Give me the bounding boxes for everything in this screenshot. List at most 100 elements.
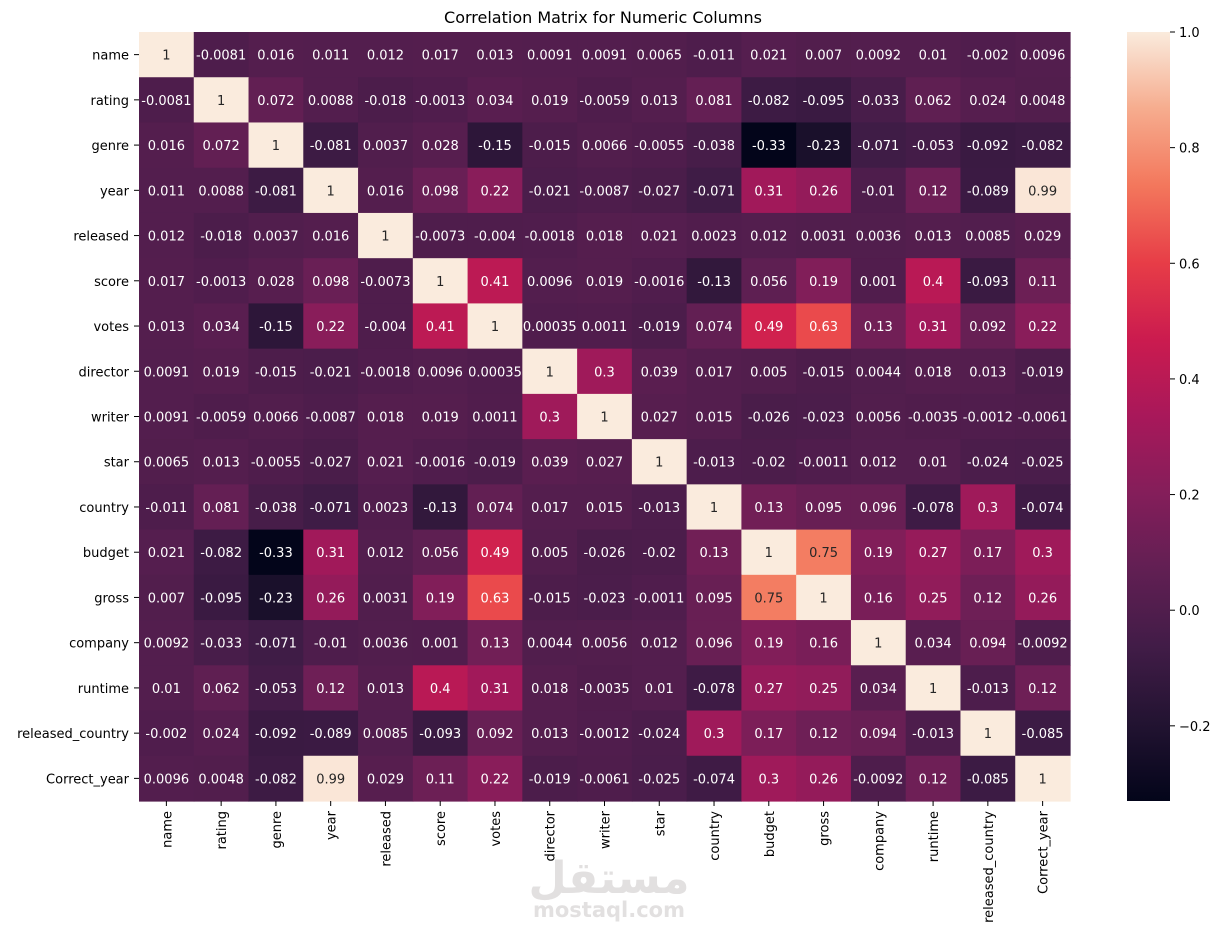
heatmap-cell xyxy=(358,167,414,214)
heatmap-cell xyxy=(631,167,688,214)
heatmap-cell xyxy=(193,574,250,621)
heatmap-cell xyxy=(850,529,907,576)
heatmap-cell-label: 0.016 xyxy=(257,49,294,64)
heatmap-cell xyxy=(248,348,304,395)
heatmap-cell-label: 0.011 xyxy=(312,49,349,64)
heatmap-cell-label: 0.01 xyxy=(152,682,181,697)
x-tick-label: gross xyxy=(818,811,833,846)
x-tick-label: rating xyxy=(215,811,230,850)
heatmap-cell-label: -0.078 xyxy=(693,682,735,697)
heatmap-cell-label: 0.019 xyxy=(422,411,459,426)
heatmap-cell xyxy=(960,212,1016,259)
heatmap-cell-label: 0.75 xyxy=(809,546,838,561)
heatmap-cell xyxy=(741,574,797,621)
heatmap-cell-label: 0.072 xyxy=(203,139,240,154)
heatmap-cell xyxy=(631,755,688,802)
heatmap-cell xyxy=(796,439,852,485)
heatmap-cell-label: 0.0023 xyxy=(691,230,737,245)
heatmap-cell-label: 0.019 xyxy=(203,365,240,380)
heatmap-cell-label: -0.0018 xyxy=(525,230,575,245)
heatmap-cell-label: -0.004 xyxy=(364,320,406,335)
watermark: مستقل mostaql.com xyxy=(529,853,690,922)
heatmap-cell-label: 0.0092 xyxy=(856,49,902,64)
heatmap-cell xyxy=(248,77,304,124)
heatmap-cell-label: 0.034 xyxy=(914,637,951,652)
heatmap-cell xyxy=(631,77,688,124)
heatmap-cell xyxy=(631,529,688,576)
x-tick-label: released_country xyxy=(982,811,997,923)
heatmap-cell xyxy=(467,710,523,757)
heatmap-cell xyxy=(905,620,962,666)
heatmap-cell xyxy=(467,393,523,440)
heatmap-cell-label: 0.4 xyxy=(430,682,451,697)
heatmap-cell-label: 0.17 xyxy=(754,727,783,742)
y-tick-label: country xyxy=(79,501,129,516)
heatmap-cell-label: 0.007 xyxy=(805,49,842,64)
heatmap-cell-label: 0.095 xyxy=(805,501,842,516)
heatmap-cell xyxy=(850,77,907,124)
heatmap-cell xyxy=(1015,122,1071,169)
y-tick-label: runtime xyxy=(78,682,129,697)
heatmap-cell xyxy=(303,348,359,395)
heatmap-cell-label: 0.0011 xyxy=(472,411,518,426)
heatmap-cell-label: 0.092 xyxy=(969,320,1006,335)
heatmap-cell xyxy=(960,755,1016,802)
x-tick-label: director xyxy=(544,810,559,861)
heatmap-cell xyxy=(139,665,195,712)
heatmap-cell xyxy=(960,665,1016,712)
heatmap-cell-label: -0.0011 xyxy=(798,456,848,471)
heatmap-cell-label: -0.024 xyxy=(967,456,1009,471)
heatmap-cell xyxy=(960,167,1016,214)
heatmap-cell-label: 0.062 xyxy=(914,94,951,109)
heatmap-cell xyxy=(960,439,1016,485)
heatmap-cell-label: 0.22 xyxy=(480,772,509,787)
heatmap-cell xyxy=(303,529,359,576)
heatmap-cell-label: 0.017 xyxy=(531,501,568,516)
heatmap-cell-label: 0.13 xyxy=(864,320,893,335)
heatmap-cell-label: -0.021 xyxy=(529,184,571,199)
heatmap-cell xyxy=(358,303,414,350)
heatmap-cell-label: 0.012 xyxy=(641,637,678,652)
heatmap-cell xyxy=(850,122,907,169)
heatmap-cell xyxy=(686,574,743,621)
watermark-latin: mostaql.com xyxy=(533,898,685,922)
heatmap-cell xyxy=(467,77,523,124)
heatmap-cell-label: -0.0061 xyxy=(579,772,629,787)
heatmap-cell-label: -0.071 xyxy=(310,501,352,516)
heatmap-cell-label: 0.015 xyxy=(586,501,623,516)
x-tick-label: company xyxy=(872,811,887,871)
heatmap-cell-label: -0.085 xyxy=(1022,727,1064,742)
heatmap-cell xyxy=(193,258,250,305)
heatmap-cell xyxy=(303,755,359,802)
heatmap-cell-label: -0.013 xyxy=(693,456,735,471)
heatmap-cell xyxy=(358,393,414,440)
heatmap-cell xyxy=(467,439,523,485)
heatmap-cell xyxy=(960,484,1016,531)
heatmap-cell xyxy=(139,529,195,576)
heatmap-cell xyxy=(905,710,962,757)
y-tick-label: gross xyxy=(94,591,129,606)
heatmap-cell xyxy=(686,529,743,576)
heatmap-cell xyxy=(193,303,250,350)
heatmap-cell-label: 0.019 xyxy=(586,275,623,290)
heatmap-cell xyxy=(412,529,469,576)
heatmap-cell xyxy=(412,122,469,169)
heatmap-cell-label: 0.0031 xyxy=(801,230,847,245)
heatmap-cell xyxy=(522,484,578,531)
heatmap-cell-label: 0.27 xyxy=(754,682,783,697)
heatmap-cell-label: -0.0035 xyxy=(579,682,629,697)
heatmap-cell-labels: 1 -0.0081 0.016 0.011 0.012 0.017 0.013 0.0091 0… xyxy=(141,49,1067,788)
y-axis-tick-labels: name rating genre year released score votes dir… xyxy=(17,49,139,787)
heatmap-cell xyxy=(358,755,414,802)
heatmap-cell-label: 0.013 xyxy=(641,94,678,109)
heatmap-cell-label: 0.056 xyxy=(750,275,787,290)
heatmap-cell-label: 0.01 xyxy=(645,682,674,697)
heatmap-cell-label: 0.4 xyxy=(923,275,944,290)
heatmap-cell-label: -0.082 xyxy=(200,546,242,561)
heatmap-cell-label: 1 xyxy=(819,591,827,606)
heatmap-cell xyxy=(905,665,962,712)
heatmap-cell xyxy=(577,574,633,621)
heatmap-cell xyxy=(960,393,1016,440)
heatmap-cell xyxy=(577,77,633,124)
